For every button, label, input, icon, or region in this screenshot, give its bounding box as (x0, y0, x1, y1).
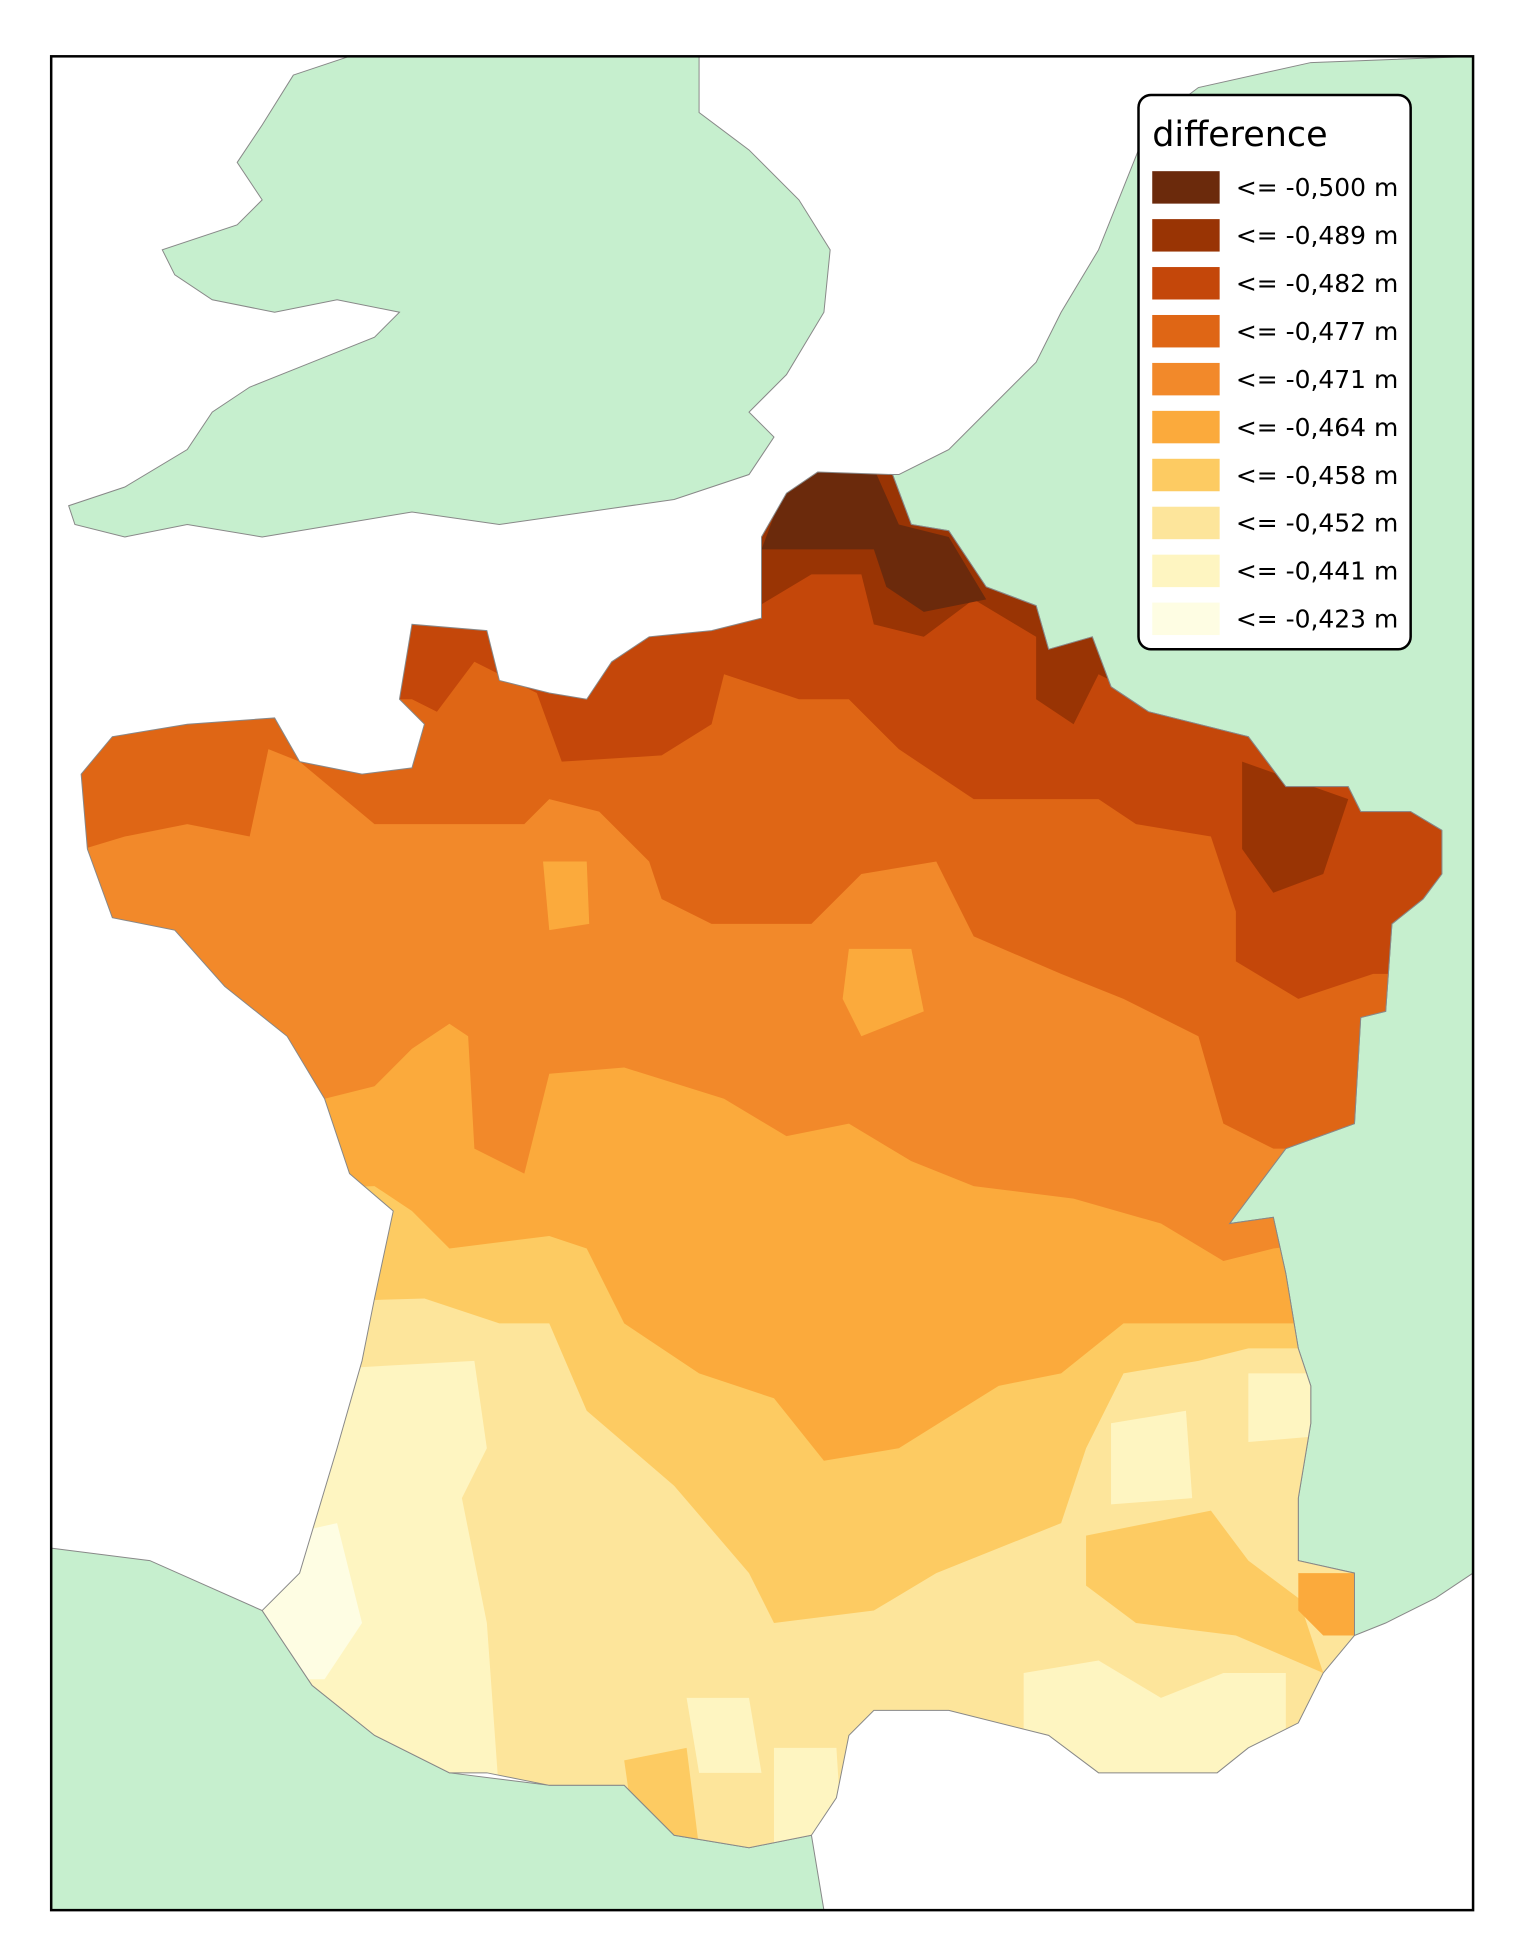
legend-title: difference (1152, 115, 1327, 155)
legend-label: <= -0,471 m (1236, 365, 1398, 394)
legend-label: <= -0,500 m (1236, 173, 1398, 202)
legend-label: <= -0,482 m (1236, 269, 1398, 298)
zone (1086, 1510, 1324, 1673)
legend-label: <= -0,452 m (1236, 509, 1398, 538)
legend-label: <= -0,489 m (1236, 221, 1398, 250)
legend-swatch (1152, 554, 1220, 588)
legend-swatch (1152, 171, 1220, 204)
zone (686, 1697, 762, 1773)
legend-swatch (1152, 267, 1220, 300)
legend: difference <= -0,500 m <= -0,489 m <= -0,4… (1137, 93, 1412, 651)
legend-swatch (1152, 506, 1220, 540)
great-britain (68, 56, 831, 538)
map-frame (49, 55, 1475, 1912)
zone (842, 948, 924, 1037)
legend-swatch (1152, 314, 1220, 348)
legend-swatch (1152, 410, 1220, 444)
legend-label: <= -0,477 m (1236, 317, 1398, 346)
zone (543, 861, 590, 931)
legend-swatch (1152, 362, 1220, 396)
legend-label: <= -0,464 m (1236, 413, 1398, 442)
legend-label: <= -0,458 m (1236, 461, 1398, 490)
legend-label: <= -0,423 m (1236, 605, 1398, 634)
zone (761, 472, 987, 612)
legend-swatch (1152, 458, 1220, 492)
zone (1023, 1660, 1286, 1786)
zone (1242, 761, 1349, 893)
zone (773, 1747, 843, 1848)
legend-swatch (1152, 602, 1220, 636)
zone (1248, 1373, 1324, 1443)
legend-label: <= -0,441 m (1236, 557, 1398, 586)
zone (1111, 1410, 1193, 1505)
zone (1298, 1573, 1367, 1636)
legend-swatch (1152, 219, 1220, 252)
